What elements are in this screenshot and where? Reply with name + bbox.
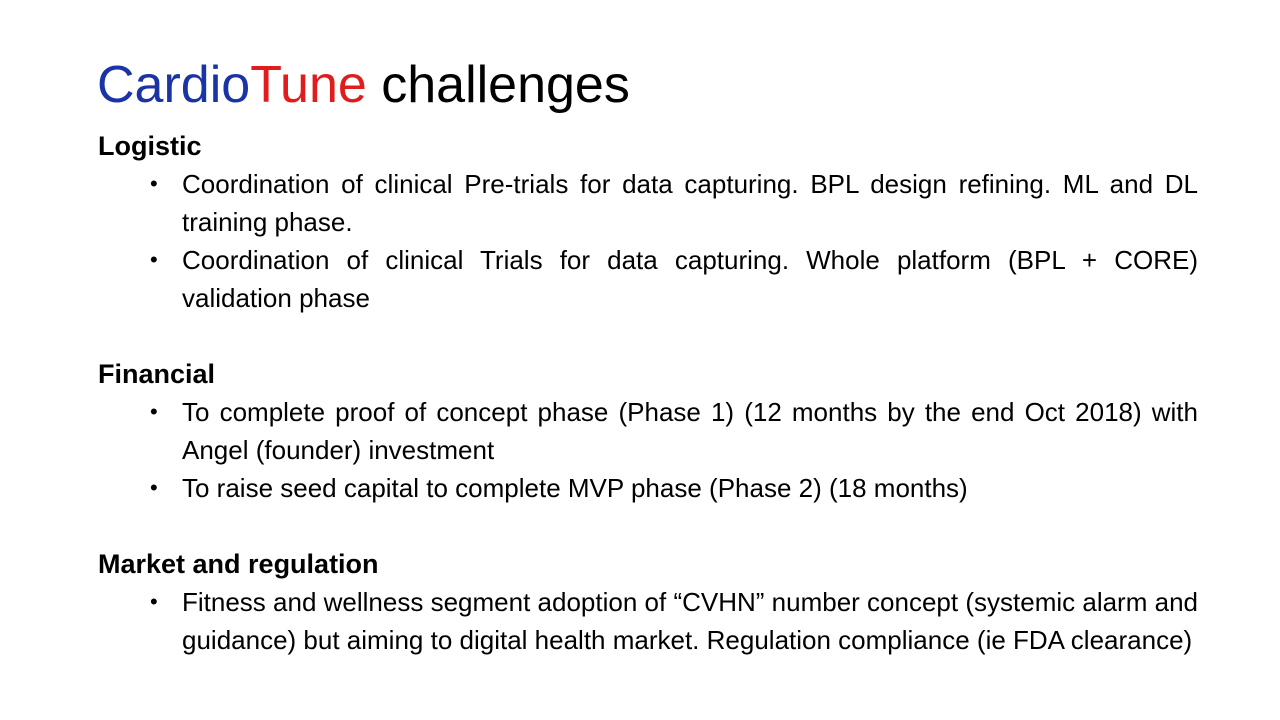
bullet-list: • Coordination of clinical Pre-trials fo… [98,165,1198,317]
section-heading: Financial [98,359,216,389]
section-logistic: Logistic • Coordination of clinical Pre-… [98,127,1198,317]
bullet-text: To raise seed capital to complete MVP ph… [182,473,968,503]
bullet-item: • Fitness and wellness segment adoption … [98,583,1198,659]
section-financial: Financial • To complete proof of concept… [98,355,1198,507]
section-market-regulation: Market and regulation • Fitness and well… [98,545,1198,659]
title-brand-tune: Tune [250,56,367,114]
bullet-list: • To complete proof of concept phase (Ph… [98,393,1198,507]
bullet-text: To complete proof of concept phase (Phas… [182,397,1198,465]
bullet-glyph: • [150,171,158,196]
slide-title: CardioTune challenges [97,52,630,118]
section-spacer [98,317,1198,355]
bullet-glyph: • [150,399,158,424]
section-heading: Logistic [98,131,202,161]
title-rest: challenges [366,56,630,114]
bullet-item: • To raise seed capital to complete MVP … [98,469,1198,507]
bullet-glyph: • [150,589,158,614]
section-heading: Market and regulation [98,549,379,579]
bullet-item: • Coordination of clinical Pre-trials fo… [98,165,1198,241]
title-brand-cardio: Cardio [97,56,251,114]
bullet-text: Fitness and wellness segment adoption of… [182,587,1198,655]
bullet-item: • Coordination of clinical Trials for da… [98,241,1198,317]
bullet-list: • Fitness and wellness segment adoption … [98,583,1198,659]
bullet-item: • To complete proof of concept phase (Ph… [98,393,1198,469]
bullet-text: Coordination of clinical Pre-trials for … [182,169,1198,237]
bullet-glyph: • [150,247,158,272]
section-spacer [98,507,1198,545]
slide-content: Logistic • Coordination of clinical Pre-… [98,127,1198,659]
bullet-glyph: • [150,475,158,500]
bullet-text: Coordination of clinical Trials for data… [182,245,1198,313]
